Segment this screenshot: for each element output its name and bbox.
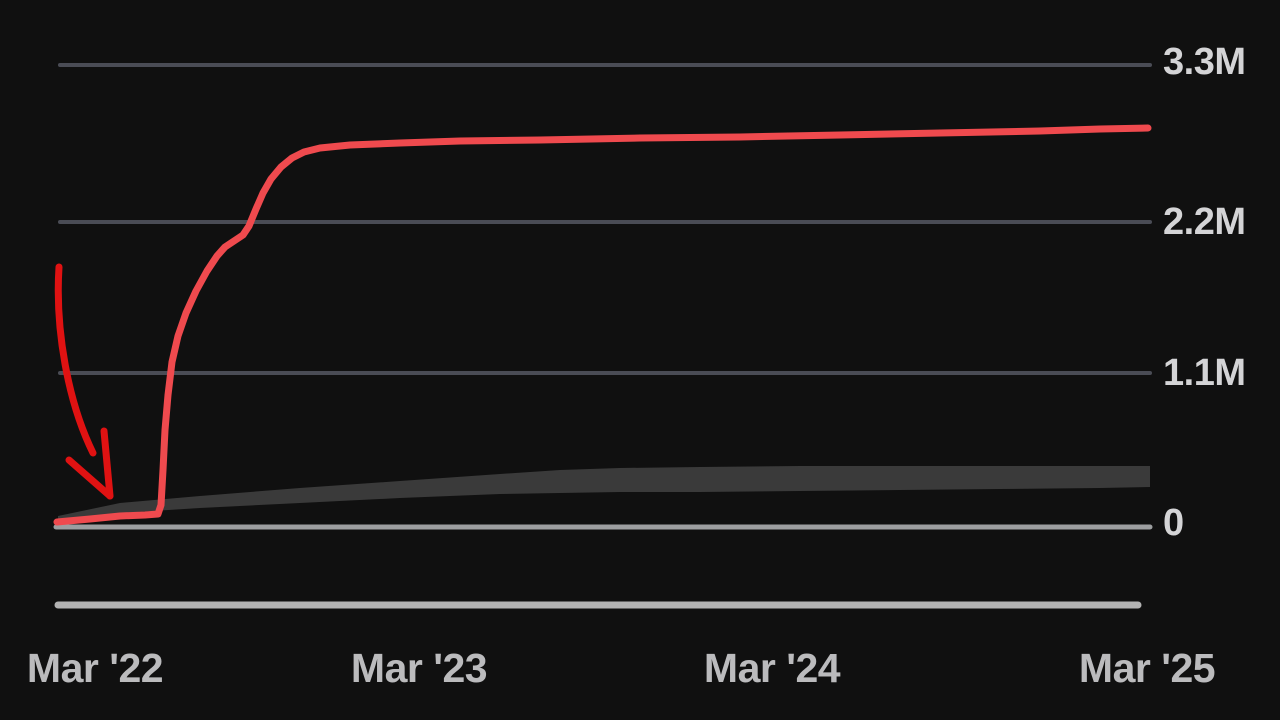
annotation-arrow	[54, 263, 97, 457]
y-tick-label-2-2m: 2.2M	[1163, 201, 1246, 243]
y-tick-label-0: 0	[1163, 502, 1184, 544]
x-tick-label-mar-23: Mar '23	[350, 645, 488, 691]
y-tick-label-1-1m: 1.1M	[1163, 352, 1246, 394]
x-tick-label-mar-24: Mar '24	[703, 645, 841, 691]
x-tick-label-mar-25: Mar '25	[1078, 645, 1216, 691]
annotation-arrow	[65, 456, 114, 500]
red-series-line	[53, 124, 1152, 526]
annotation-arrow	[100, 427, 114, 500]
y-tick-label-3-3m: 3.3M	[1163, 41, 1246, 83]
gray-series-band	[58, 466, 1150, 520]
x-tick-label-mar-22: Mar '22	[26, 645, 164, 691]
